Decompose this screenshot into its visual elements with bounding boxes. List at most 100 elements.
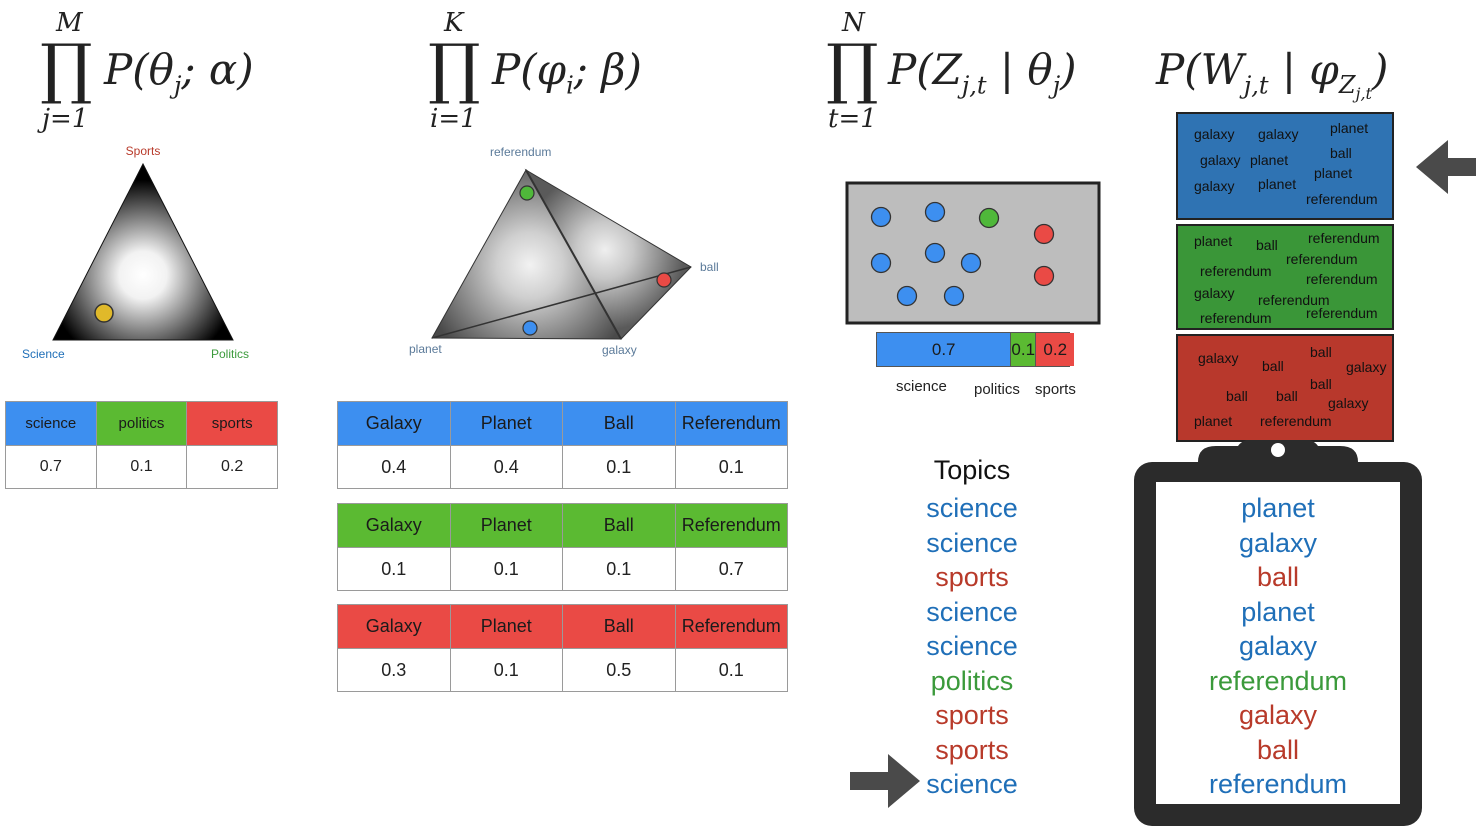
- doc-word: planet: [1330, 120, 1369, 136]
- simplex-label-referendum: referendum: [490, 145, 551, 159]
- doc-word: ball: [1262, 358, 1284, 374]
- word-header: Galaxy: [337, 503, 451, 548]
- topic-item: science: [926, 769, 1018, 799]
- topic-simplex: Sports Science Politics: [22, 144, 249, 361]
- formula-body: P(θj; α): [104, 45, 254, 100]
- bar-segment-sports: 0.2: [1036, 333, 1075, 366]
- word-header: Ball: [562, 604, 676, 649]
- topic-item: politics: [930, 665, 1014, 696]
- generated-word: ball: [1256, 562, 1300, 592]
- generated-word: galaxy: [1238, 700, 1318, 730]
- topic-header-politics: politics: [95, 401, 188, 446]
- topic-value: 0.2: [186, 445, 278, 489]
- dot-science: [896, 285, 918, 307]
- arrow-left-icon: [1416, 140, 1476, 194]
- word-value: 0.1: [449, 648, 563, 692]
- word-header: Galaxy: [337, 401, 451, 446]
- generated-word: planet: [1241, 493, 1315, 523]
- formula-body: P(φi; β): [492, 45, 642, 100]
- formula-body: P(Zj,t | θj): [888, 45, 1077, 100]
- simplex-label-science: Science: [22, 347, 65, 361]
- topic-distribution-table: science politics sports 0.7 0.1 0.2: [5, 401, 278, 489]
- topic-item: sports: [935, 562, 1009, 592]
- doc-word: planet: [1194, 413, 1233, 429]
- word-table-sports: Galaxy Planet Ball Referendum 0.3 0.1 0.…: [337, 604, 788, 692]
- doc-word: ball: [1226, 388, 1248, 404]
- doc-word: referendum: [1200, 310, 1272, 326]
- bar-label-politics: politics: [974, 381, 1020, 398]
- simplex-label-politics: Politics: [211, 347, 249, 361]
- topics-list: science science sports science science p…: [892, 491, 1052, 802]
- doc-word: ball: [1330, 145, 1352, 161]
- word-value: 0.5: [562, 648, 676, 692]
- generated-word: galaxy: [1238, 631, 1318, 661]
- tetra-edge: [525, 169, 622, 340]
- dot-science: [943, 285, 965, 307]
- generated-word: ball: [1256, 734, 1300, 765]
- product-symbol: ∏: [40, 30, 93, 107]
- generated-word: referendum: [1208, 769, 1348, 799]
- dot-sports: [1033, 265, 1055, 287]
- doc-word: ball: [1310, 344, 1332, 360]
- topic-doc-politics: planet ball referendum referendum refere…: [1176, 224, 1394, 330]
- doc-word: ball: [1276, 388, 1298, 404]
- simplex-label-ball: ball: [700, 260, 719, 274]
- word-table-science: Galaxy Planet Ball Referendum 0.4 0.4 0.…: [337, 401, 788, 489]
- dot-science: [960, 252, 982, 274]
- formula-theta-prior: M ∏ j=1 P(θj; α): [40, 8, 270, 138]
- arrow-right-icon: [850, 754, 920, 808]
- simplex-label-planet: planet: [409, 342, 442, 356]
- simplex-label-galaxy: galaxy: [602, 343, 637, 357]
- word-value: 0.4: [337, 445, 451, 489]
- formula-body: P(Wj,t | φZj,t): [1156, 45, 1389, 104]
- doc-word: planet: [1194, 233, 1233, 249]
- word-value: 0.1: [674, 648, 788, 692]
- formula-w-given-phi: P(Wj,t | φZj,t): [1156, 40, 1456, 110]
- generated-word: planet: [1241, 596, 1315, 627]
- topic-dots-box: [845, 181, 1101, 325]
- doc-word: ball: [1256, 237, 1278, 253]
- doc-word: referendum: [1308, 230, 1380, 246]
- formula-phi-prior: K ∏ i=1 P(φi; β): [428, 8, 668, 138]
- dot-politics: [978, 207, 1000, 229]
- product-symbol: ∏: [428, 30, 481, 107]
- doc-word: planet: [1258, 176, 1297, 192]
- formula-lower-limit: i=1: [430, 104, 477, 134]
- topic-item: sports: [935, 734, 1009, 765]
- topic-header-sports: sports: [186, 401, 278, 446]
- formula-z-given-theta: N ∏ t=1 P(Zj,t | θj): [826, 8, 1116, 138]
- topic-item: science: [926, 596, 1018, 627]
- bar-segment-science: 0.7: [877, 333, 1012, 366]
- dot-science: [870, 206, 892, 228]
- word-header: Galaxy: [337, 604, 451, 649]
- doc-word: planet: [1314, 165, 1353, 181]
- formula-upper-limit: M: [56, 8, 83, 38]
- simplex-triangle: [52, 162, 234, 341]
- doc-word: referendum: [1200, 263, 1272, 279]
- generated-words-list: planet galaxy ball planet galaxy referen…: [1180, 491, 1376, 802]
- phi-point-red: [656, 272, 672, 288]
- doc-word: galaxy: [1194, 285, 1235, 301]
- word-value: 0.1: [337, 547, 451, 591]
- formula-upper-limit: N: [842, 8, 865, 38]
- doc-word: referendum: [1306, 271, 1378, 287]
- simplex-label-sports: Sports: [126, 144, 161, 158]
- topic-value: 0.1: [95, 445, 188, 489]
- doc-word: referendum: [1306, 305, 1378, 321]
- clipboard-icon: [1134, 440, 1422, 826]
- formula-lower-limit: j=1: [42, 104, 89, 134]
- bar-value-politics: 0.1: [1011, 339, 1036, 359]
- word-header: Planet: [449, 604, 563, 649]
- dots-box-frame: [845, 181, 1101, 325]
- word-value: 0.1: [674, 445, 788, 489]
- word-header: Referendum: [674, 604, 788, 649]
- formula-lower-limit: t=1: [828, 104, 877, 134]
- bar-value-science: 0.7: [931, 339, 956, 359]
- doc-word: galaxy: [1346, 359, 1387, 375]
- topic-item: science: [926, 631, 1018, 661]
- tetra-edge-hidden: [431, 266, 692, 339]
- word-value: 0.3: [337, 648, 451, 692]
- doc-word: referendum: [1306, 191, 1378, 207]
- doc-word: ball: [1310, 376, 1332, 392]
- phi-point-blue: [522, 320, 538, 336]
